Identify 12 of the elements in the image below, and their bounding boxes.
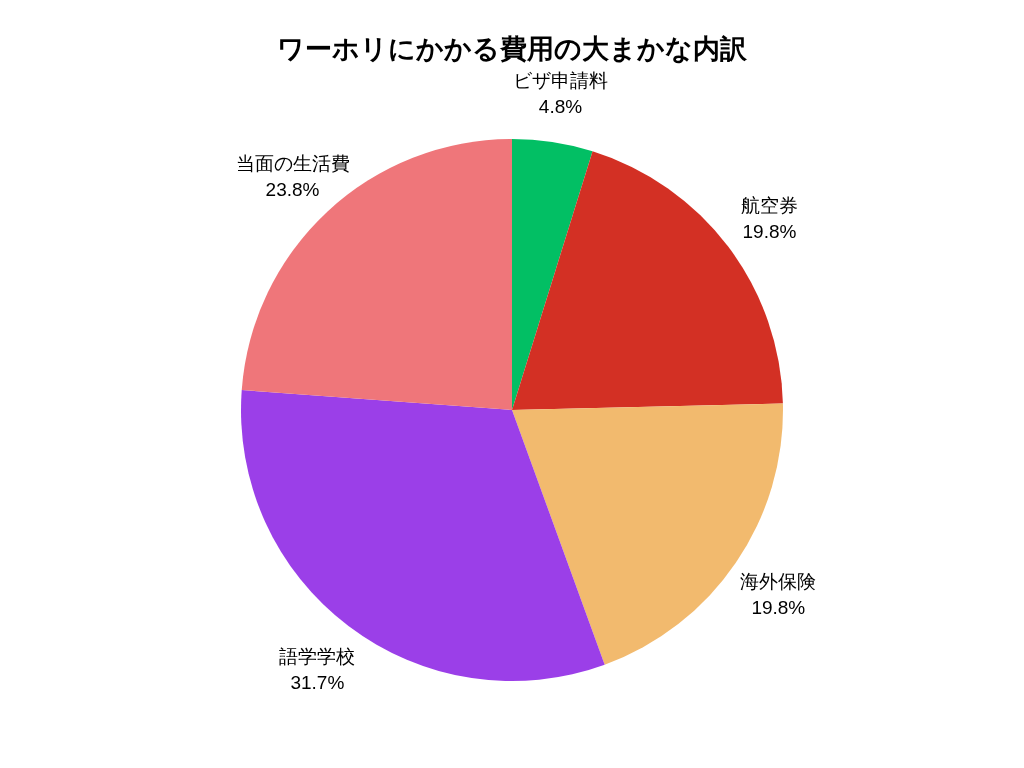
slice-label: ビザ申請料 [512, 70, 608, 92]
pie-slice [512, 139, 593, 410]
slice-label: 語学学校 [279, 646, 356, 668]
slice-label: 当面の生活費 [235, 152, 350, 174]
data-label: 19.8% [751, 596, 806, 618]
data-label: 4.8% [538, 96, 583, 118]
slice-label: 海外保険 [740, 570, 817, 592]
slice-label: 航空券 [740, 194, 798, 216]
data-label: 31.7% [290, 672, 345, 694]
data-label: 19.8% [742, 220, 797, 242]
data-label: 23.8% [265, 178, 320, 200]
chart-title: ワーホリにかかる費用の大まかな内訳 [277, 34, 748, 64]
